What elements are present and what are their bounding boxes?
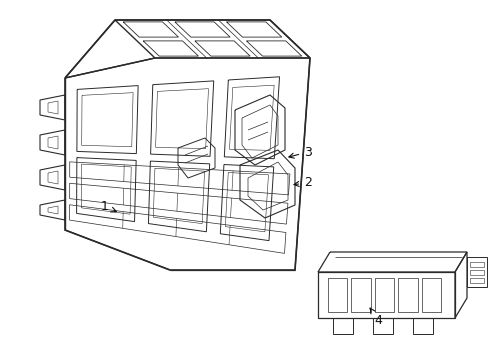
Text: 2: 2 <box>293 176 311 189</box>
Text: 4: 4 <box>369 308 381 327</box>
Text: 3: 3 <box>288 145 311 158</box>
Text: 1: 1 <box>101 201 116 213</box>
